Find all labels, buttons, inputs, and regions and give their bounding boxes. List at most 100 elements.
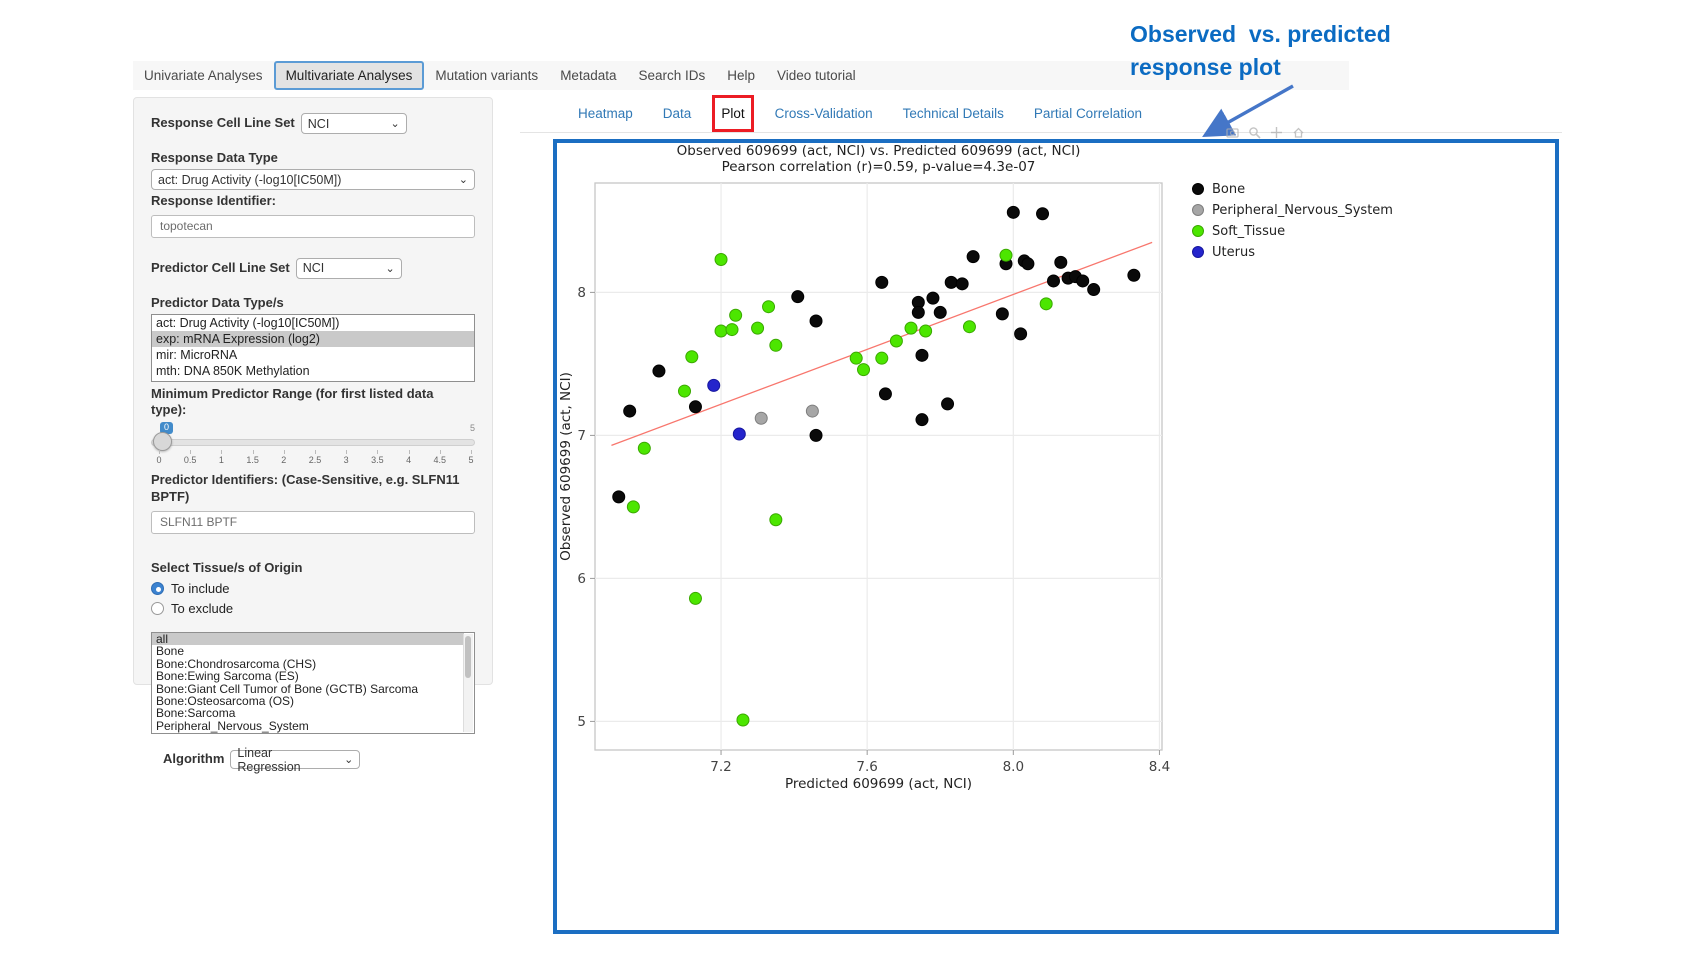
subtab-cross-validation[interactable]: Cross-Validation [774,106,873,121]
radio-to-include[interactable]: To include [151,581,475,596]
radio-button-icon[interactable] [151,582,164,595]
data-point-soft-tissue[interactable] [769,338,783,352]
data-point-soft-tissue[interactable] [875,351,889,365]
legend-label-peripheral-nervous-system[interactable]: Peripheral_Nervous_System [1212,203,1393,218]
subtab-partial-correlation[interactable]: Partial Correlation [1033,106,1142,121]
nav-tab-search-ids[interactable]: Search IDs [638,68,706,83]
radio-button-icon[interactable] [151,602,164,615]
tissue-option-bone-giant-cell-tumor-of-bone-gctb-sarcoma[interactable]: Bone:Giant Cell Tumor of Bone (GCTB) Sar… [156,681,419,696]
data-point-bone[interactable] [911,305,925,319]
data-point-soft-tissue[interactable] [769,513,783,527]
predictor-cell-line-set-select[interactable]: NCI ⌄ [295,257,402,279]
subtab-heatmap[interactable]: Heatmap [578,106,633,121]
data-point-bone[interactable] [941,397,955,411]
subtab-plot[interactable]: Plot [712,95,754,132]
legend-marker-peripheral-nervous-system[interactable] [1192,204,1204,216]
data-point-soft-tissue[interactable] [889,334,903,348]
legend-label-uterus[interactable]: Uterus [1212,245,1255,260]
data-point-soft-tissue[interactable] [637,441,651,455]
data-point-uterus[interactable] [707,378,721,392]
tissue-option-bone[interactable]: Bone [156,644,185,659]
legend-marker-soft-tissue[interactable] [1192,225,1204,237]
data-point-soft-tissue[interactable] [678,384,692,398]
nav-tab-video-tutorial[interactable]: Video tutorial [777,68,856,83]
data-point-soft-tissue[interactable] [725,323,739,337]
legend-label-bone[interactable]: Bone [1212,182,1245,197]
zoom-icon[interactable] [1248,126,1261,139]
subtab-technical-details[interactable]: Technical Details [902,106,1004,121]
data-point-bone[interactable] [809,314,823,328]
data-point-bone[interactable] [878,387,892,401]
data-point-bone[interactable] [1127,268,1141,282]
tissue-option-peripheral-nervous-system[interactable]: Peripheral_Nervous_System [156,718,309,733]
tissue-listbox[interactable]: all Bone Bone:Chondrosarcoma (CHS) Bone:Ewi… [151,632,475,734]
response-data-type-select[interactable]: act: Drug Activity (-log10[IC50M]) ⌄ [151,169,475,191]
data-point-bone[interactable] [1087,283,1101,297]
data-point-soft-tissue[interactable] [857,363,871,377]
data-type-option-exp-mrna-expression-log2[interactable]: exp: mRNA Expression (log2) [152,330,474,347]
data-point-bone[interactable] [875,275,889,289]
data-point-soft-tissue[interactable] [919,324,933,338]
data-point-bone[interactable] [1014,327,1028,341]
legend-label-soft-tissue[interactable]: Soft_Tissue [1212,224,1285,239]
data-point-bone[interactable] [1054,255,1068,269]
data-point-soft-tissue[interactable] [849,351,863,365]
tissue-option-bone-ewing-sarcoma-es[interactable]: Bone:Ewing Sarcoma (ES) [156,669,299,684]
tissue-option-bone-osteosarcoma-os[interactable]: Bone:Osteosarcoma (OS) [156,694,295,709]
data-type-option-mth-dna-850k-methylation[interactable]: mth: DNA 850K Methylation [156,363,310,378]
slider-track[interactable] [151,439,475,447]
data-point-soft-tissue[interactable] [751,321,765,335]
tissue-option-all[interactable]: all [152,633,464,645]
data-point-soft-tissue[interactable] [762,300,776,314]
nav-tab-help[interactable]: Help [727,68,756,83]
predictor-identifiers-input[interactable] [151,510,475,534]
subtab-data[interactable]: Data [662,106,692,121]
data-point-peripheral-nervous-system[interactable] [805,404,819,418]
tissue-list-scrollbar[interactable] [463,634,473,732]
data-point-peripheral-nervous-system[interactable] [754,411,768,425]
data-point-soft-tissue[interactable] [1039,297,1053,311]
data-point-bone[interactable] [915,348,929,362]
data-point-bone[interactable] [791,290,805,304]
home-icon[interactable] [1292,126,1305,139]
data-point-soft-tissue[interactable] [714,253,728,267]
scrollbar-thumb[interactable] [465,636,471,678]
legend-marker-bone[interactable] [1192,183,1204,195]
data-point-soft-tissue[interactable] [962,320,976,334]
data-point-uterus[interactable] [732,427,746,441]
nav-tab-mutation-variants[interactable]: Mutation variants [435,68,539,83]
radio-to-exclude[interactable]: To exclude [151,601,475,616]
data-point-soft-tissue[interactable] [626,500,640,514]
data-point-soft-tissue[interactable] [736,713,750,727]
data-point-bone[interactable] [944,275,958,289]
legend-marker-uterus[interactable] [1192,246,1204,258]
data-point-soft-tissue[interactable] [685,350,699,364]
data-point-soft-tissue[interactable] [714,324,728,338]
data-point-bone[interactable] [995,307,1009,321]
data-point-bone[interactable] [933,305,947,319]
data-point-bone[interactable] [612,490,626,504]
algorithm-select[interactable]: Linear Regression ⌄ [230,746,361,774]
data-point-bone[interactable] [623,404,637,418]
response-identifier-input[interactable] [151,214,475,238]
predictor-data-types-listbox[interactable]: act: Drug Activity (-log10[IC50M]) exp: m… [151,313,475,382]
data-point-bone[interactable] [915,413,929,427]
response-cell-line-set-select[interactable]: NCI ⌄ [300,113,407,134]
tissue-option-bone-chondrosarcoma-chs[interactable]: Bone:Chondrosarcoma (CHS) [156,656,317,671]
data-point-bone[interactable] [688,400,702,414]
data-point-bone[interactable] [1021,257,1035,271]
pan-icon[interactable] [1270,126,1283,139]
data-point-bone[interactable] [1046,274,1060,288]
data-point-bone[interactable] [652,364,666,378]
data-point-soft-tissue[interactable] [999,248,1013,262]
data-point-bone[interactable] [1006,205,1020,219]
data-point-bone[interactable] [926,291,940,305]
tissue-option-bone-sarcoma[interactable]: Bone:Sarcoma [156,706,236,721]
data-point-bone[interactable] [966,250,980,264]
data-type-option-act-drug-activity-log10-ic50m[interactable]: act: Drug Activity (-log10[IC50M]) [156,315,340,330]
data-point-soft-tissue[interactable] [904,321,918,335]
data-point-bone[interactable] [1036,207,1050,221]
data-point-soft-tissue[interactable] [729,308,743,322]
nav-tab-metadata[interactable]: Metadata [560,68,617,83]
data-type-option-mir-microrna[interactable]: mir: MicroRNA [156,347,238,362]
